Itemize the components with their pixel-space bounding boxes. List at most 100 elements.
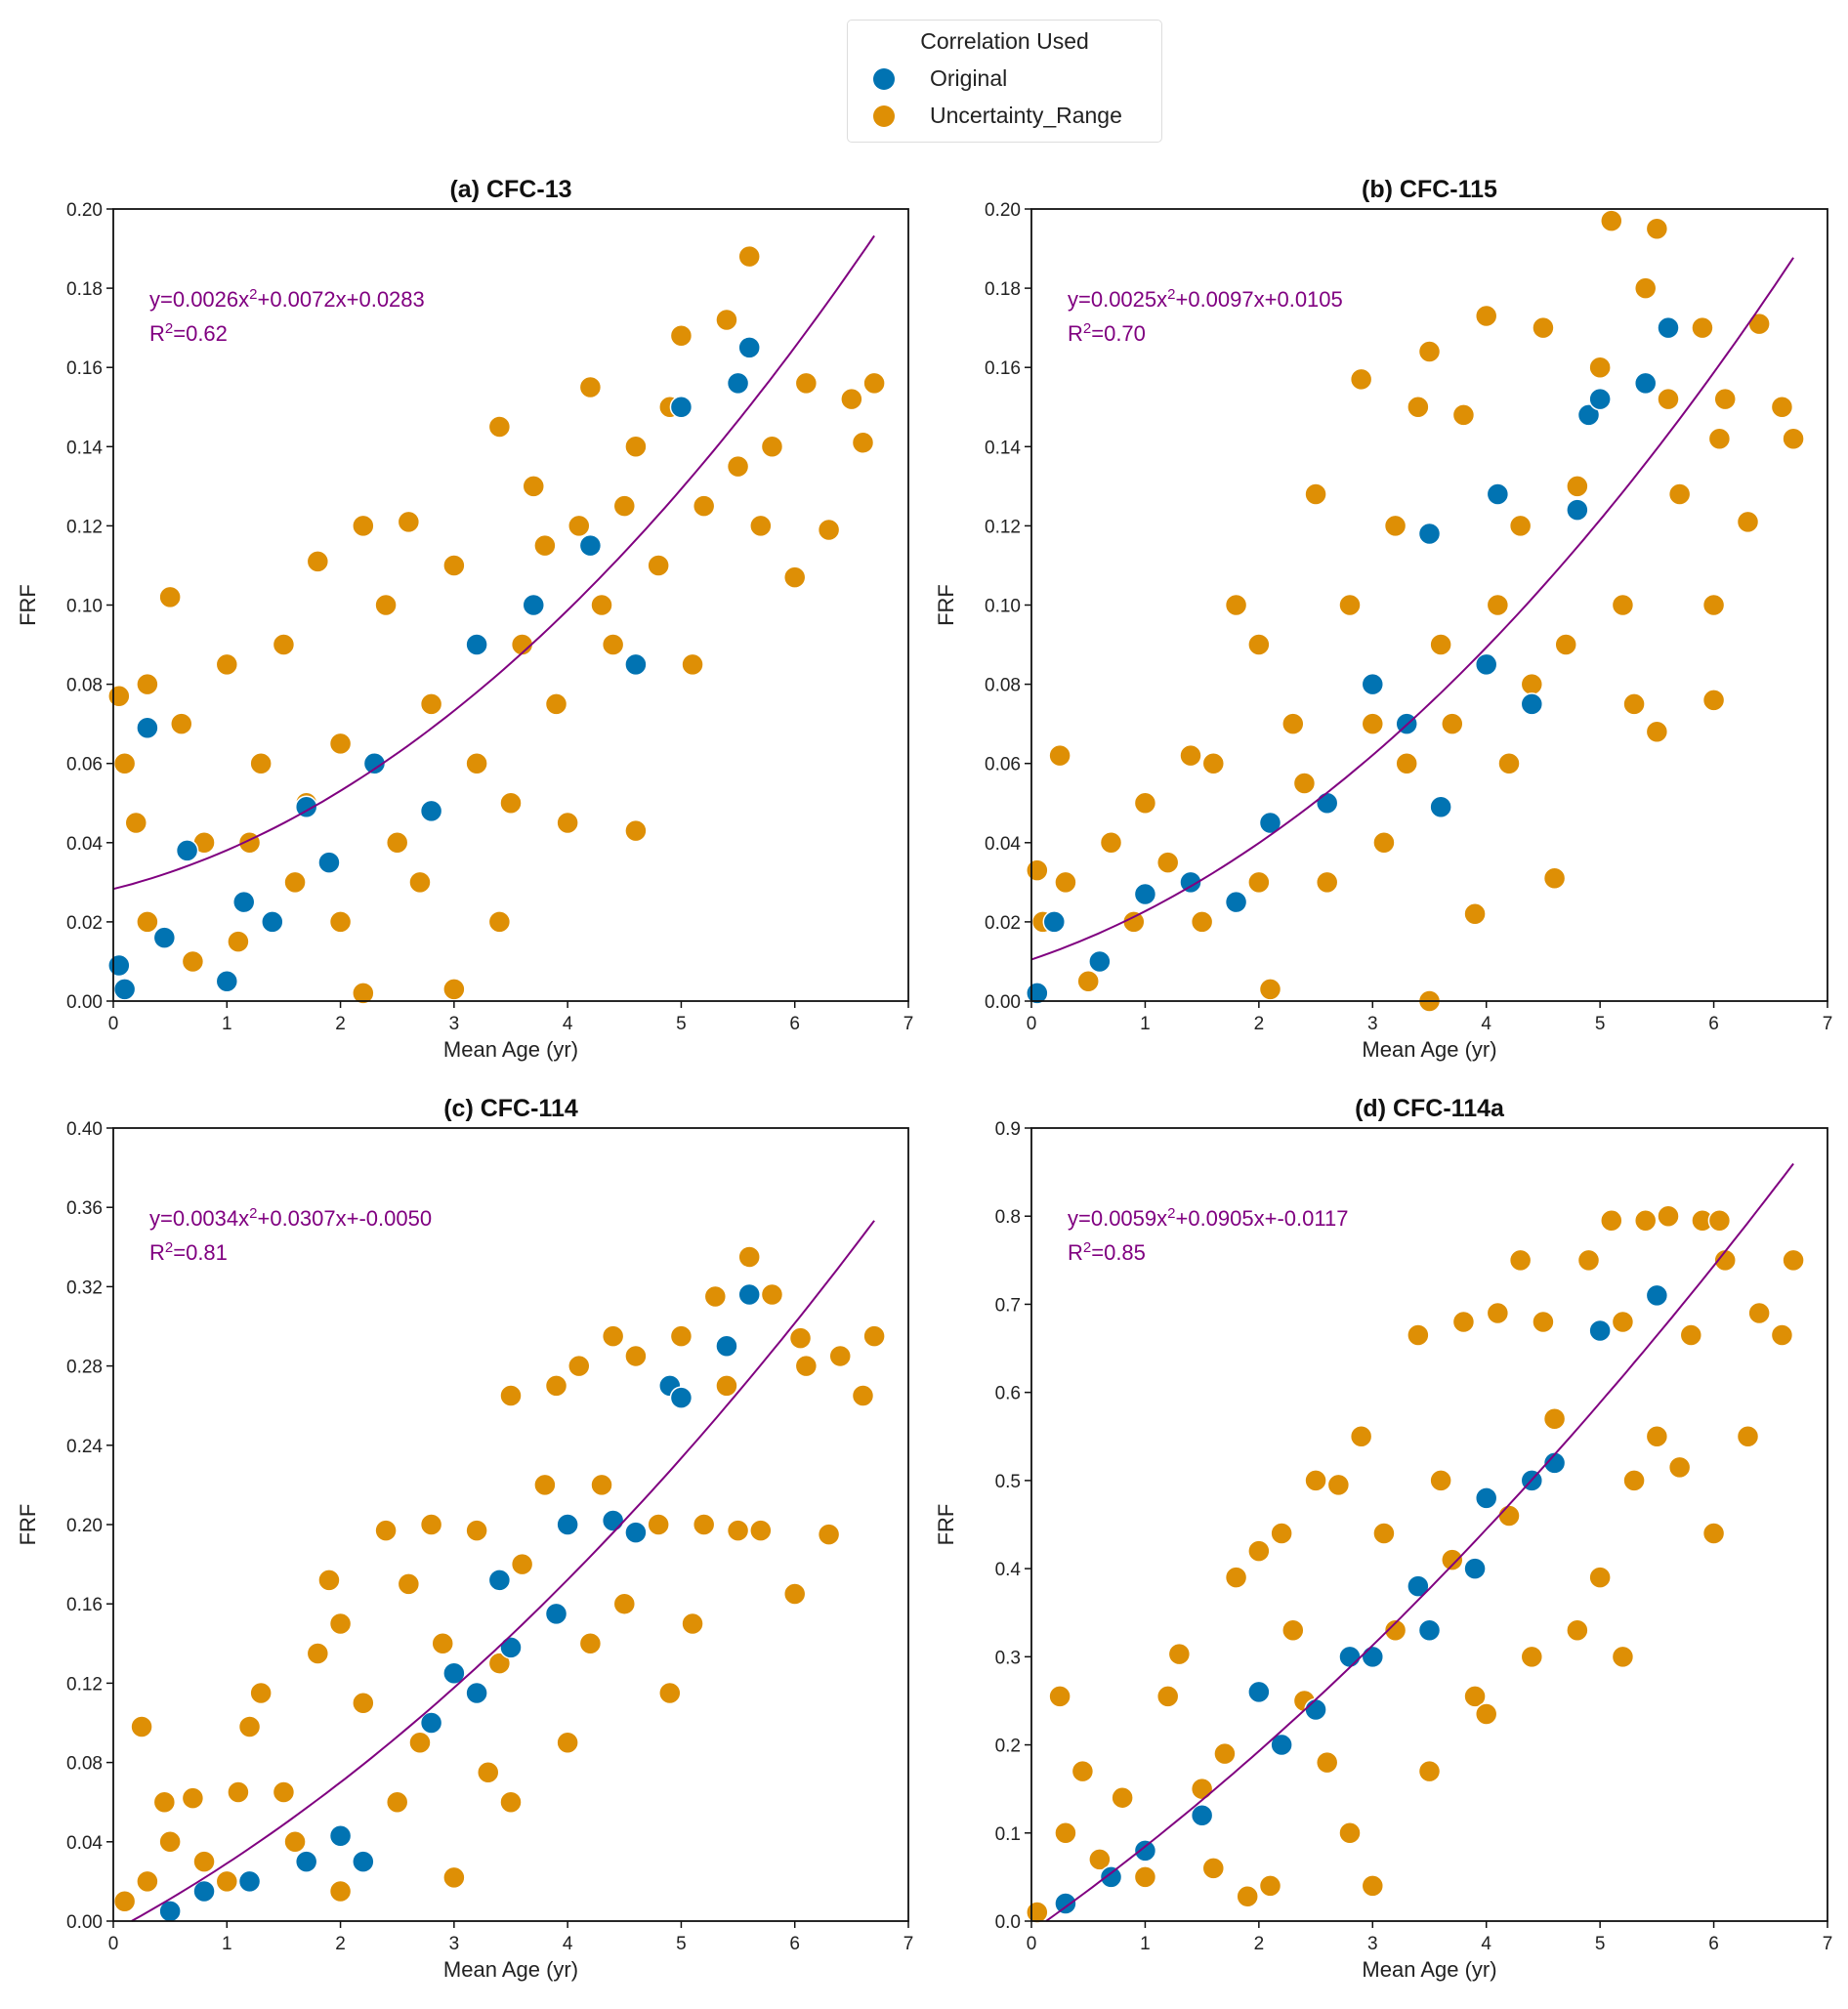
uncertainty-range-point [1588,356,1612,379]
original-point [726,371,750,396]
uncertainty-range-point [1383,514,1407,538]
original-point [112,978,137,1001]
uncertainty-range-point [1167,1642,1192,1666]
uncertainty-range-point [1048,743,1071,768]
uncertainty-range-point [237,1715,262,1738]
equation-part: y=0.0059x [1068,1206,1167,1231]
y-tick-label: 0.9 [995,1119,1021,1140]
uncertainty-range-point [130,1715,153,1738]
y-tick-label: 0.0 [995,1912,1021,1933]
uncertainty-range-point [487,415,512,439]
uncertainty-range-point [1486,593,1510,617]
y-tick-label: 0.8 [995,1207,1021,1228]
original-point [1520,692,1544,716]
uncertainty-range-point [1701,689,1726,712]
x-tick-label: 3 [1367,1014,1378,1034]
uncertainty-range-point [782,565,807,589]
r-squared-part: 2 [1083,1239,1091,1256]
uncertainty-range-point [1576,1248,1601,1273]
original-point [1133,882,1157,906]
uncertainty-range-point [669,1324,693,1348]
uncertainty-range-point [658,1681,682,1705]
uncertainty-range-point [442,978,466,1001]
uncertainty-range-point [1304,482,1327,506]
y-tick-label: 0.24 [66,1437,103,1457]
uncertainty-range-point [1292,772,1317,795]
uncertainty-range-point [647,1513,670,1536]
uncertainty-range-point [817,1523,841,1546]
uncertainty-range-point [1270,1522,1293,1545]
uncertainty-range-point [1622,692,1646,716]
uncertainty-range-point [1611,1310,1635,1334]
uncertainty-range-point [817,518,841,542]
uncertainty-range-point [647,554,670,577]
uncertainty-range-point [158,1830,182,1854]
y-tick-label: 0.16 [985,358,1021,379]
uncertainty-range-point [112,751,137,775]
uncertainty-range-point [1736,510,1760,534]
uncertainty-range-point [1691,315,1714,340]
uncertainty-range-point [158,585,182,609]
uncertainty-range-point [136,672,159,696]
uncertainty-range-point [1258,978,1282,1001]
uncertainty-range-point [374,593,398,617]
original-point [1270,1733,1293,1757]
original-point [152,926,177,949]
original-point [1247,1680,1271,1704]
uncertainty-range-point [715,1374,738,1398]
uncertainty-range-point [272,633,296,656]
original-point [1133,1839,1157,1863]
uncertainty-range-point [1441,712,1464,735]
legend-title: Correlation Used [920,28,1089,54]
x-tick-label: 6 [1708,1014,1719,1034]
uncertainty-range-point [1770,1323,1794,1347]
x-tick-label: 6 [789,1934,800,1954]
y-tick-label: 0.20 [66,1516,103,1536]
uncertainty-range-point [136,1869,159,1894]
fit-curve [1045,1162,1794,1922]
x-axis-label: Mean Age (yr) [1362,1037,1496,1062]
uncertainty-range-point [1770,396,1794,419]
uncertainty-range-point [1026,1901,1049,1924]
x-axis-label: Mean Age (yr) [443,1037,578,1062]
axes-frame [112,208,909,1002]
uncertainty-range-point [1667,1455,1692,1480]
panel-title: (a) CFC-13 [449,176,571,203]
x-tick-label: 6 [1708,1934,1719,1954]
uncertainty-range-point [465,1519,488,1542]
uncertainty-range-point [737,244,761,269]
uncertainty-range-point [590,1473,613,1497]
original-point [737,336,761,359]
original-point [1633,371,1658,396]
uncertainty-range-point [1645,1425,1669,1448]
uncertainty-range-point [1155,851,1180,874]
uncertainty-range-point [1395,751,1418,775]
original-point [419,799,443,823]
x-tick-label: 0 [1027,1014,1037,1034]
uncertainty-range-point [578,1632,603,1655]
uncertainty-range-point [1315,870,1339,895]
y-tick-label: 0.7 [995,1295,1021,1316]
uncertainty-range-point [1122,910,1146,934]
x-tick-label: 0 [1027,1934,1037,1954]
uncertainty-range-point [408,870,432,895]
uncertainty-range-point [749,1519,773,1542]
original-point [1042,910,1067,934]
uncertainty-range-point [1201,1857,1226,1880]
uncertainty-range-point [1474,1702,1498,1726]
uncertainty-range-point [760,1282,784,1307]
y-axis-label: FRF [934,1504,958,1546]
x-tick-label: 2 [1254,1934,1265,1954]
uncertainty-range-point [397,1572,421,1596]
original-point [1566,498,1589,522]
y-tick-label: 0.6 [995,1384,1021,1404]
uncertainty-range-point [1133,1865,1157,1889]
r-squared-part: R [149,321,165,346]
uncertainty-range-point [1179,743,1202,768]
uncertainty-range-point [1600,1208,1623,1233]
original-point [1542,1451,1567,1475]
uncertainty-range-point [782,1582,807,1606]
original-point [1054,1892,1077,1915]
original-point [1361,672,1385,696]
uncertainty-range-point [578,375,603,399]
